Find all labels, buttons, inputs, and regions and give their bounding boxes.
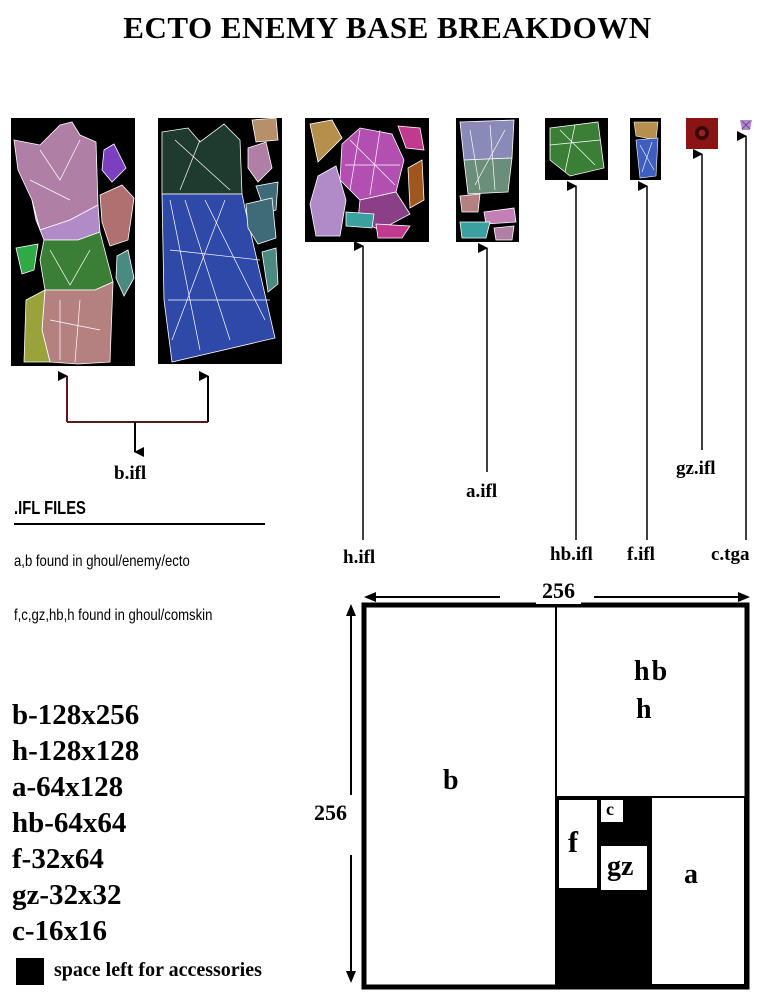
b-bracket-arrows [58, 371, 209, 457]
size-item: gz-32x32 [12, 879, 122, 911]
accessory-space-legend: space left for accessories [54, 959, 262, 981]
a-ifl-label: a.ifl [466, 481, 498, 502]
height-label: 256 [314, 800, 347, 826]
size-item: h-128x128 [12, 735, 140, 767]
hb-ifl-label: hb.ifl [550, 544, 593, 565]
f-texture-thumb [630, 118, 661, 180]
page-title: ECTO ENEMY BASE BREAKDOWN [123, 10, 652, 45]
b-ifl-label: b.ifl [114, 463, 147, 484]
c-tga-label: c.tga [711, 544, 750, 565]
size-item: c-16x16 [12, 915, 108, 947]
ifl-files-heading: .IFL FILES [14, 498, 86, 518]
cell-gz: gz [607, 851, 634, 882]
width-label: 256 [536, 578, 581, 604]
note-comskin: f,c,gz,hb,h found in ghoul/comskin [14, 607, 213, 624]
note-enemy-ecto: a,b found in ghoul/enemy/ecto [14, 553, 190, 570]
height-dimension [346, 604, 356, 983]
cell-h: h [636, 694, 652, 725]
cell-b: b [443, 765, 459, 796]
cell-a: a [684, 859, 698, 890]
size-item: a-64x128 [12, 771, 124, 803]
b-texture-thumb-2 [158, 117, 282, 364]
h-texture-thumb [305, 118, 429, 242]
c-texture-thumb [738, 118, 754, 132]
hb-texture-thumb [545, 118, 608, 180]
texture-layout-map [361, 602, 750, 990]
gz-ifl-label: gz.ifl [676, 458, 716, 479]
f-ifl-label: f.ifl [627, 544, 655, 565]
gz-texture-thumb [686, 118, 718, 149]
size-item: b-128x256 [12, 699, 140, 731]
h-ifl-label: h.ifl [343, 547, 376, 568]
size-item: f-32x64 [12, 843, 104, 875]
width-dimension [364, 592, 750, 602]
a-texture-thumb [456, 118, 519, 242]
size-list: b-128x256 h-128x128 a-64x128 hb-64x64 f-… [12, 697, 139, 949]
accessory-space-swatch [16, 958, 44, 985]
cell-f: f [568, 826, 578, 859]
cell-c: c [606, 799, 614, 819]
size-item: hb-64x64 [12, 807, 127, 839]
cell-hb: hb [634, 656, 670, 687]
b-texture-thumb-1 [11, 118, 135, 366]
